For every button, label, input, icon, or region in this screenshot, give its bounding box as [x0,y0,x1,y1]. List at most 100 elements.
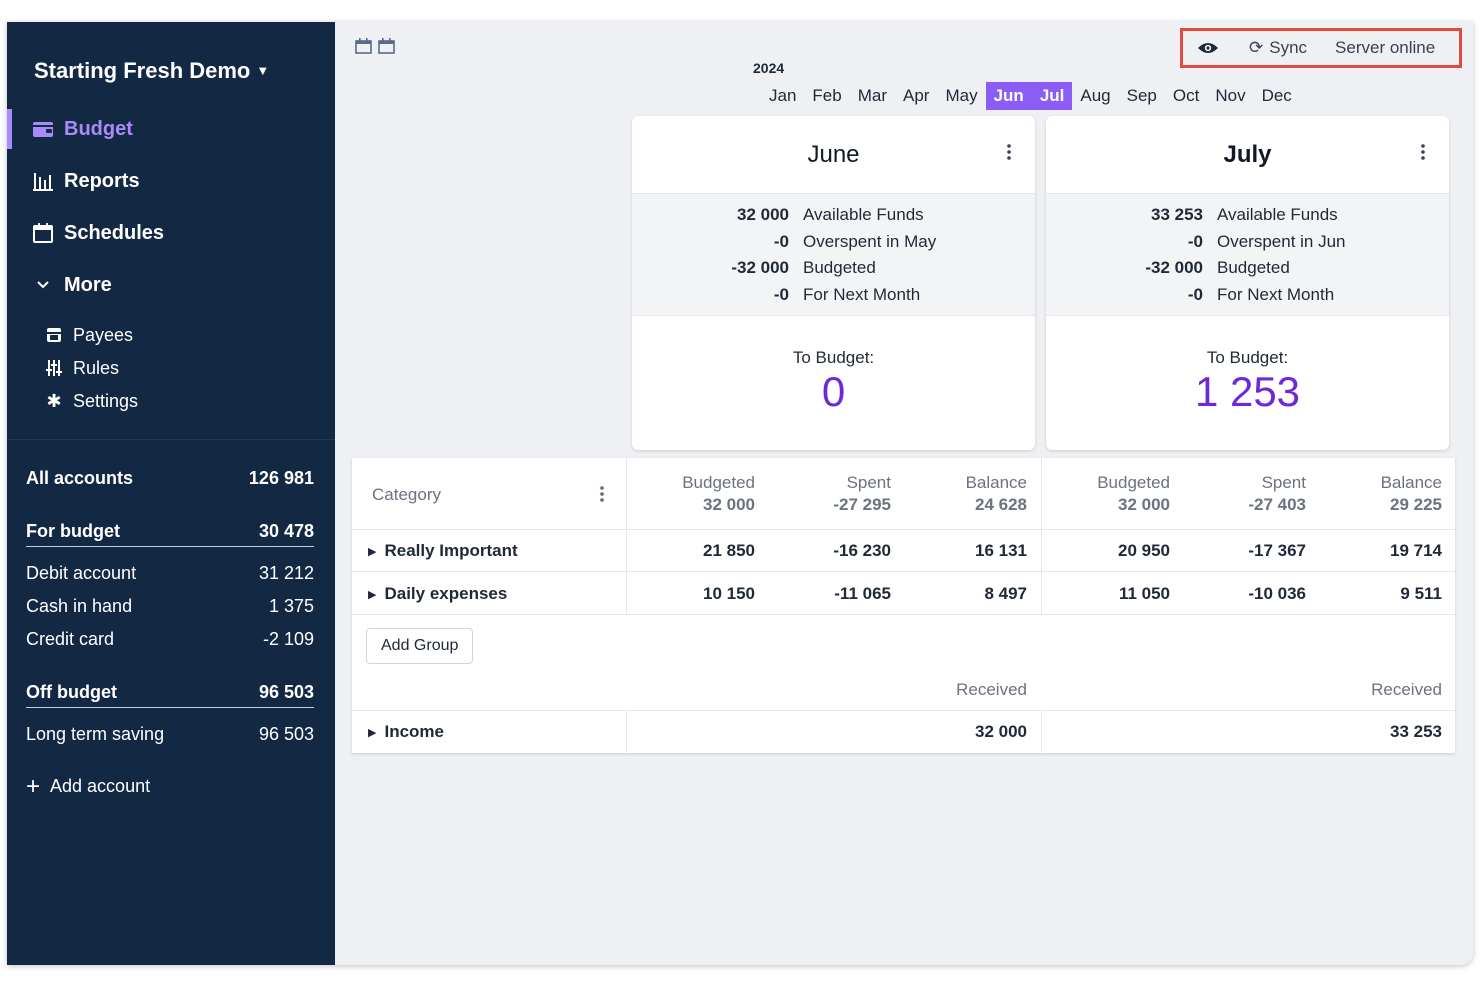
eye-icon[interactable] [1197,41,1219,55]
summary-row: -0 Overspent in Jun [1046,232,1449,252]
calendar-icon [32,222,54,244]
summary-label: Budgeted [1217,258,1290,277]
column-header-total: 32 000 [1118,495,1170,514]
group-name: Really Important [384,541,518,560]
column-header-total: 29 225 [1390,495,1442,514]
group-row-daily-expenses[interactable]: ▶ Daily expenses [368,584,507,604]
account-debit[interactable]: Debit account 31 212 [26,563,314,584]
plus-icon: + [26,772,41,800]
column-header-total: 24 628 [975,495,1027,514]
budget-table: Category Budgeted 32 000 Spent -27 295 B… [352,458,1455,753]
to-budget-value[interactable]: 0 [821,368,846,415]
group-budgeted-cell[interactable]: 10 150 [703,584,755,603]
month-aug[interactable]: Aug [1080,86,1111,105]
nav-more-toggle[interactable]: More [7,265,335,305]
group-spent-cell: -11 065 [834,584,891,603]
sidebar: Starting Fresh Demo ▼ Budget Reports Sche… [7,22,335,965]
summary-row: -0 Overspent in May [632,232,1035,252]
group-budgeted-cell[interactable]: 11 050 [1118,584,1170,603]
group-budgeted-cell[interactable]: 21 850 [703,541,755,560]
month-may[interactable]: May [945,86,978,105]
group-balance-cell: 9 511 [1400,584,1442,603]
account-balance: 1 375 [268,596,314,616]
chevron-down-icon [32,274,54,296]
column-divider [626,458,627,614]
month-jun[interactable]: Jun [985,82,1032,110]
nav-schedules[interactable]: Schedules [7,213,335,253]
account-balance: 126 981 [248,468,314,488]
column-header-label: Budgeted [1097,473,1170,492]
nav-more-label: More [64,273,112,296]
sync-icon: ⟳ [1249,38,1264,57]
month-mar[interactable]: Mar [857,86,887,105]
month-summary-card: June 32 000 Available Funds -0 Overspent i… [632,116,1035,450]
nav-reports[interactable]: Reports [7,161,335,201]
month-dec[interactable]: Dec [1261,86,1292,105]
summary-row: -32 000 Budgeted [1046,258,1449,278]
group-budgeted-cell[interactable]: 20 950 [1118,541,1170,560]
nav-rules[interactable]: Rules [45,354,119,382]
account-name: Debit account [26,563,137,583]
month-sep[interactable]: Sep [1126,86,1157,105]
account-credit-card[interactable]: Credit card -2 109 [26,629,314,650]
more-vertical-icon[interactable] [1421,144,1425,165]
income-received-cell: 32 000 [975,722,1027,741]
summary-row: 33 253 Available Funds [1046,205,1449,225]
add-account-button[interactable]: + Add account [26,772,150,800]
group-spent-cell: -16 230 [833,541,891,560]
month-oct[interactable]: Oct [1172,86,1200,105]
more-vertical-icon[interactable] [1007,144,1011,165]
account-cash[interactable]: Cash in hand 1 375 [26,596,314,617]
row-divider [352,529,1455,530]
calendar-icon[interactable] [355,38,372,59]
card-summary: 32 000 Available Funds -0 Overspent in May… [632,194,1035,316]
nav-reports-label: Reports [64,169,140,192]
summary-value: 33 253 [1151,205,1203,224]
add-group-button[interactable]: Add Group [366,628,474,664]
month-apr[interactable]: Apr [903,86,930,105]
summary-value: -0 [1187,285,1203,304]
account-long-term-saving[interactable]: Long term saving 96 503 [26,724,314,745]
summary-row: 32 000 Available Funds [632,205,1035,225]
column-header-total: -27 403 [1248,495,1306,514]
month-jul[interactable]: Jul [1031,82,1073,110]
column-divider [626,710,627,753]
calendar-icon[interactable] [378,38,395,59]
account-balance: 96 503 [258,682,314,702]
month-feb[interactable]: Feb [812,86,842,105]
to-budget-value[interactable]: 1 253 [1194,368,1301,415]
wallet-icon [32,118,54,140]
account-name: Off budget [26,682,117,702]
budget-name-dropdown[interactable]: Starting Fresh Demo ▼ [34,58,269,84]
account-off-budget[interactable]: Off budget 96 503 [26,682,314,708]
month-picker: Jan Feb Mar Apr May Jun Jul Aug Sep Oct … [761,82,1300,110]
account-all[interactable]: All accounts 126 981 [26,468,314,489]
group-balance-cell: 8 497 [984,584,1027,603]
bar-chart-icon [32,170,54,192]
sync-button[interactable]: ⟳ Sync [1249,38,1307,58]
account-for-budget[interactable]: For budget 30 478 [26,521,314,547]
account-name: All accounts [26,468,134,488]
column-header-total: 32 000 [703,495,755,514]
summary-label: Overspent in May [803,232,937,251]
to-budget-label: To Budget: [1206,348,1289,367]
group-row-really-important[interactable]: ▶ Really Important [368,541,518,561]
month-nov[interactable]: Nov [1215,86,1246,105]
summary-value: -32 000 [1145,258,1203,277]
sync-label: Sync [1269,38,1308,57]
month-jan[interactable]: Jan [769,86,797,105]
nav-payees[interactable]: Payees [45,321,133,349]
budget-name-label: Starting Fresh Demo [34,58,251,83]
more-vertical-icon[interactable] [600,486,604,507]
nav-settings[interactable]: ✱ Settings [45,387,138,415]
server-status[interactable]: Server online [1335,38,1436,57]
to-budget-label: To Budget: [792,348,875,367]
column-divider [1041,458,1042,614]
nav-budget[interactable]: Budget [7,109,335,149]
summary-value: -0 [773,285,789,304]
group-row-income[interactable]: ▶ Income [368,722,444,742]
account-balance: 96 503 [258,724,314,744]
top-status-bar: ⟳ Sync Server online [1180,28,1462,68]
summary-label: For Next Month [803,285,921,304]
column-header-budgeted: Budgeted 32 000 [1097,473,1170,515]
